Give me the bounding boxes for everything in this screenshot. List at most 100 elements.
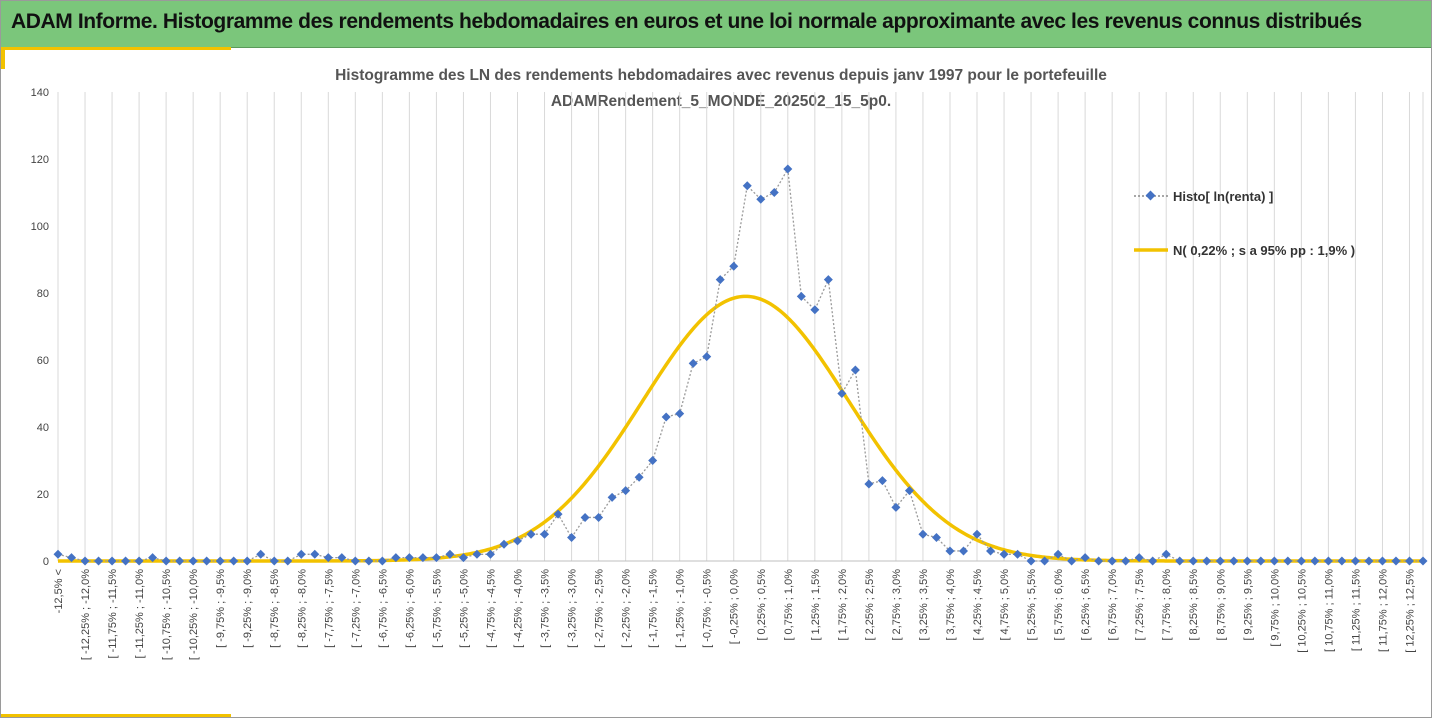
x-tick-label: [ -10,25% ; -10,0%	[188, 569, 200, 660]
histo-point	[999, 549, 1009, 559]
x-tick-label: [ -6,75% ; -6,5%	[377, 569, 389, 648]
x-tick-label: [ 1,75% ; 2,0%	[837, 569, 849, 641]
histo-point	[1283, 556, 1293, 566]
x-tick-label: [ -11,25% ; -11,0%	[134, 569, 146, 659]
histo-point	[1013, 549, 1023, 559]
x-tick-label: [ 9,25% ; 9,5%	[1242, 569, 1254, 641]
y-tick-label: 120	[31, 154, 49, 166]
report-title: ADAM Informe. Histogramme des rendements…	[11, 10, 1362, 33]
x-tick-label: [ -8,25% ; -8,0%	[296, 569, 308, 648]
histo-point	[242, 556, 252, 566]
histo-point	[1269, 556, 1279, 566]
x-tick-label: [ -6,25% ; -6,0%	[404, 569, 416, 648]
histo-point	[621, 486, 631, 496]
histo-point	[1148, 556, 1158, 566]
histo-point	[837, 389, 847, 398]
x-tick-label: [ -12,25% ; -12,0%	[80, 569, 92, 660]
histo-point	[80, 556, 90, 566]
x-tick-label: [ 2,25% ; 2,5%	[864, 569, 876, 641]
histo-point	[1229, 556, 1239, 566]
histo-point	[107, 556, 117, 566]
histo-point	[67, 553, 77, 563]
histo-point	[499, 539, 509, 549]
histo-point	[958, 546, 968, 556]
histo-point	[675, 409, 685, 419]
x-tick-label: [ -2,25% ; -2,0%	[621, 569, 633, 648]
histo-point	[323, 553, 333, 563]
histo-point	[148, 553, 158, 563]
chart-title-line-2: ADAMRendement_5_MONDE_202502_15_5p0.	[551, 93, 891, 110]
histo-point	[742, 181, 752, 191]
accent-bar-bottom	[1, 714, 231, 717]
histo-point	[377, 556, 387, 566]
histo-point	[553, 509, 563, 519]
x-tick-label: [ -9,75% ; -9,5%	[215, 569, 227, 648]
histo-point	[53, 549, 63, 559]
x-tick-label: [ 4,25% ; 4,5%	[972, 569, 984, 641]
x-tick-label: [ 5,75% ; 6,0%	[1053, 569, 1065, 641]
x-tick-label: [ -4,75% ; -4,5%	[485, 569, 497, 648]
histo-point	[1121, 556, 1131, 566]
normal-curve	[57, 294, 1424, 563]
x-tick-label: [ -10,75% ; -10,5%	[161, 569, 173, 660]
x-tick-label: [ 10,75% ; 11,0%	[1323, 569, 1335, 652]
histo-point	[648, 456, 658, 465]
histo-point	[540, 529, 550, 539]
legend-normal-label: N( 0,22% ; s a 95% pp : 1,9% )	[1173, 243, 1355, 258]
x-axis-labels: -12,5% < [ -12,25% ; -12,0% [ -11,75% ; -1…	[53, 569, 1416, 660]
x-tick-label: [ 11,25% ; 11,5%	[1350, 569, 1362, 651]
histo-point	[850, 365, 860, 375]
histo-point	[391, 553, 401, 563]
histogram-series	[53, 164, 1428, 566]
x-tick-label: [ -0,25% ; 0,0%	[729, 569, 741, 644]
histo-point	[1242, 556, 1252, 566]
histo-point	[931, 533, 941, 543]
histo-point	[337, 553, 347, 563]
histo-point	[1256, 556, 1266, 566]
histo-point	[485, 549, 495, 559]
histo-point	[1026, 556, 1036, 566]
histo-point	[364, 556, 374, 566]
x-tick-label: [ -5,25% ; -5,0%	[458, 569, 470, 648]
x-tick-label: [ 9,75% ; 10,0%	[1269, 569, 1281, 647]
accent-bar-top	[1, 47, 231, 50]
x-tick-label: [ -11,75% ; -11,5%	[107, 569, 119, 659]
histo-point	[1107, 556, 1117, 566]
histo-point	[594, 512, 604, 522]
histo-point	[310, 549, 320, 559]
x-tick-label: [ -2,75% ; -2,5%	[594, 569, 606, 648]
histo-point	[891, 502, 901, 512]
histo-point	[215, 556, 225, 566]
histo-point	[513, 536, 523, 546]
histo-point	[1067, 556, 1077, 566]
gridlines	[57, 92, 1424, 561]
x-tick-label: [ 1,25% ; 1,5%	[810, 569, 822, 641]
histo-point	[1215, 556, 1225, 566]
histo-point	[1040, 556, 1050, 566]
histo-point	[445, 549, 455, 559]
histo-point	[526, 529, 536, 539]
x-tick-label: [ 12,25% ; 12,5%	[1404, 569, 1416, 653]
histo-point	[188, 556, 198, 566]
legend-histo-label: Histo[ ln(renta) ]	[1173, 189, 1273, 204]
histo-point	[1188, 556, 1198, 566]
histo-point	[1337, 556, 1347, 566]
histo-point	[986, 546, 996, 556]
histo-point	[283, 556, 293, 566]
histo-point	[1202, 556, 1212, 566]
histo-point	[472, 549, 482, 559]
y-tick-label: 80	[37, 288, 49, 300]
histo-point	[877, 476, 887, 486]
x-tick-label: [ -1,75% ; -1,5%	[648, 569, 660, 648]
histo-point	[256, 549, 266, 559]
histo-point	[607, 492, 617, 502]
histo-point	[418, 553, 428, 563]
histo-point	[823, 275, 833, 285]
x-tick-label: -12,5% <	[53, 569, 65, 613]
report-banner: ADAM Informe. Histogramme des rendements…	[1, 1, 1431, 48]
x-tick-label: [ 6,25% ; 6,5%	[1080, 569, 1092, 641]
y-tick-label: 140	[31, 87, 49, 99]
x-tick-label: [ -3,75% ; -3,5%	[540, 569, 552, 648]
x-tick-label: [ -5,75% ; -5,5%	[431, 569, 443, 648]
